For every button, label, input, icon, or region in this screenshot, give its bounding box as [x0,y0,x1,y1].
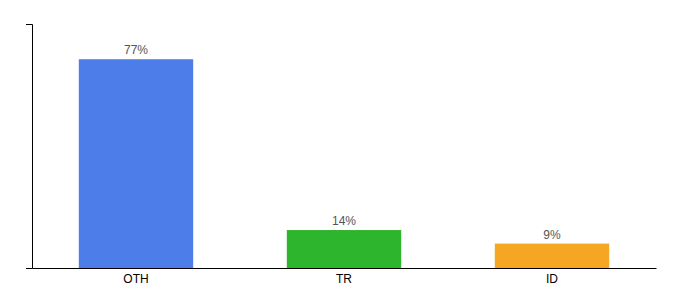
tick: ID [546,272,558,286]
chart: OTH TR ID 77% 14% 9% [0,0,680,300]
tick: TR [336,272,352,286]
tick-label: TR [336,272,352,286]
tick-label: OTH [123,272,148,286]
data-label: 9% [543,228,561,242]
data-label: 77% [124,43,148,57]
tick: OTH [123,272,148,286]
axis-line [26,25,33,269]
axis-line [33,268,657,269]
data-label: 14% [332,214,356,228]
bars [79,59,609,268]
tick-label: ID [546,272,558,286]
chart-container: OTH TR ID 77% 14% 9% [0,0,680,300]
bar [287,230,401,268]
bar [495,244,609,268]
plot: OTH TR ID 77% 14% 9% [26,25,657,286]
bar [79,59,193,268]
data-labels: 77% 14% 9% [124,43,561,241]
y-axis [26,25,33,269]
x-axis: OTH TR ID [33,269,657,286]
